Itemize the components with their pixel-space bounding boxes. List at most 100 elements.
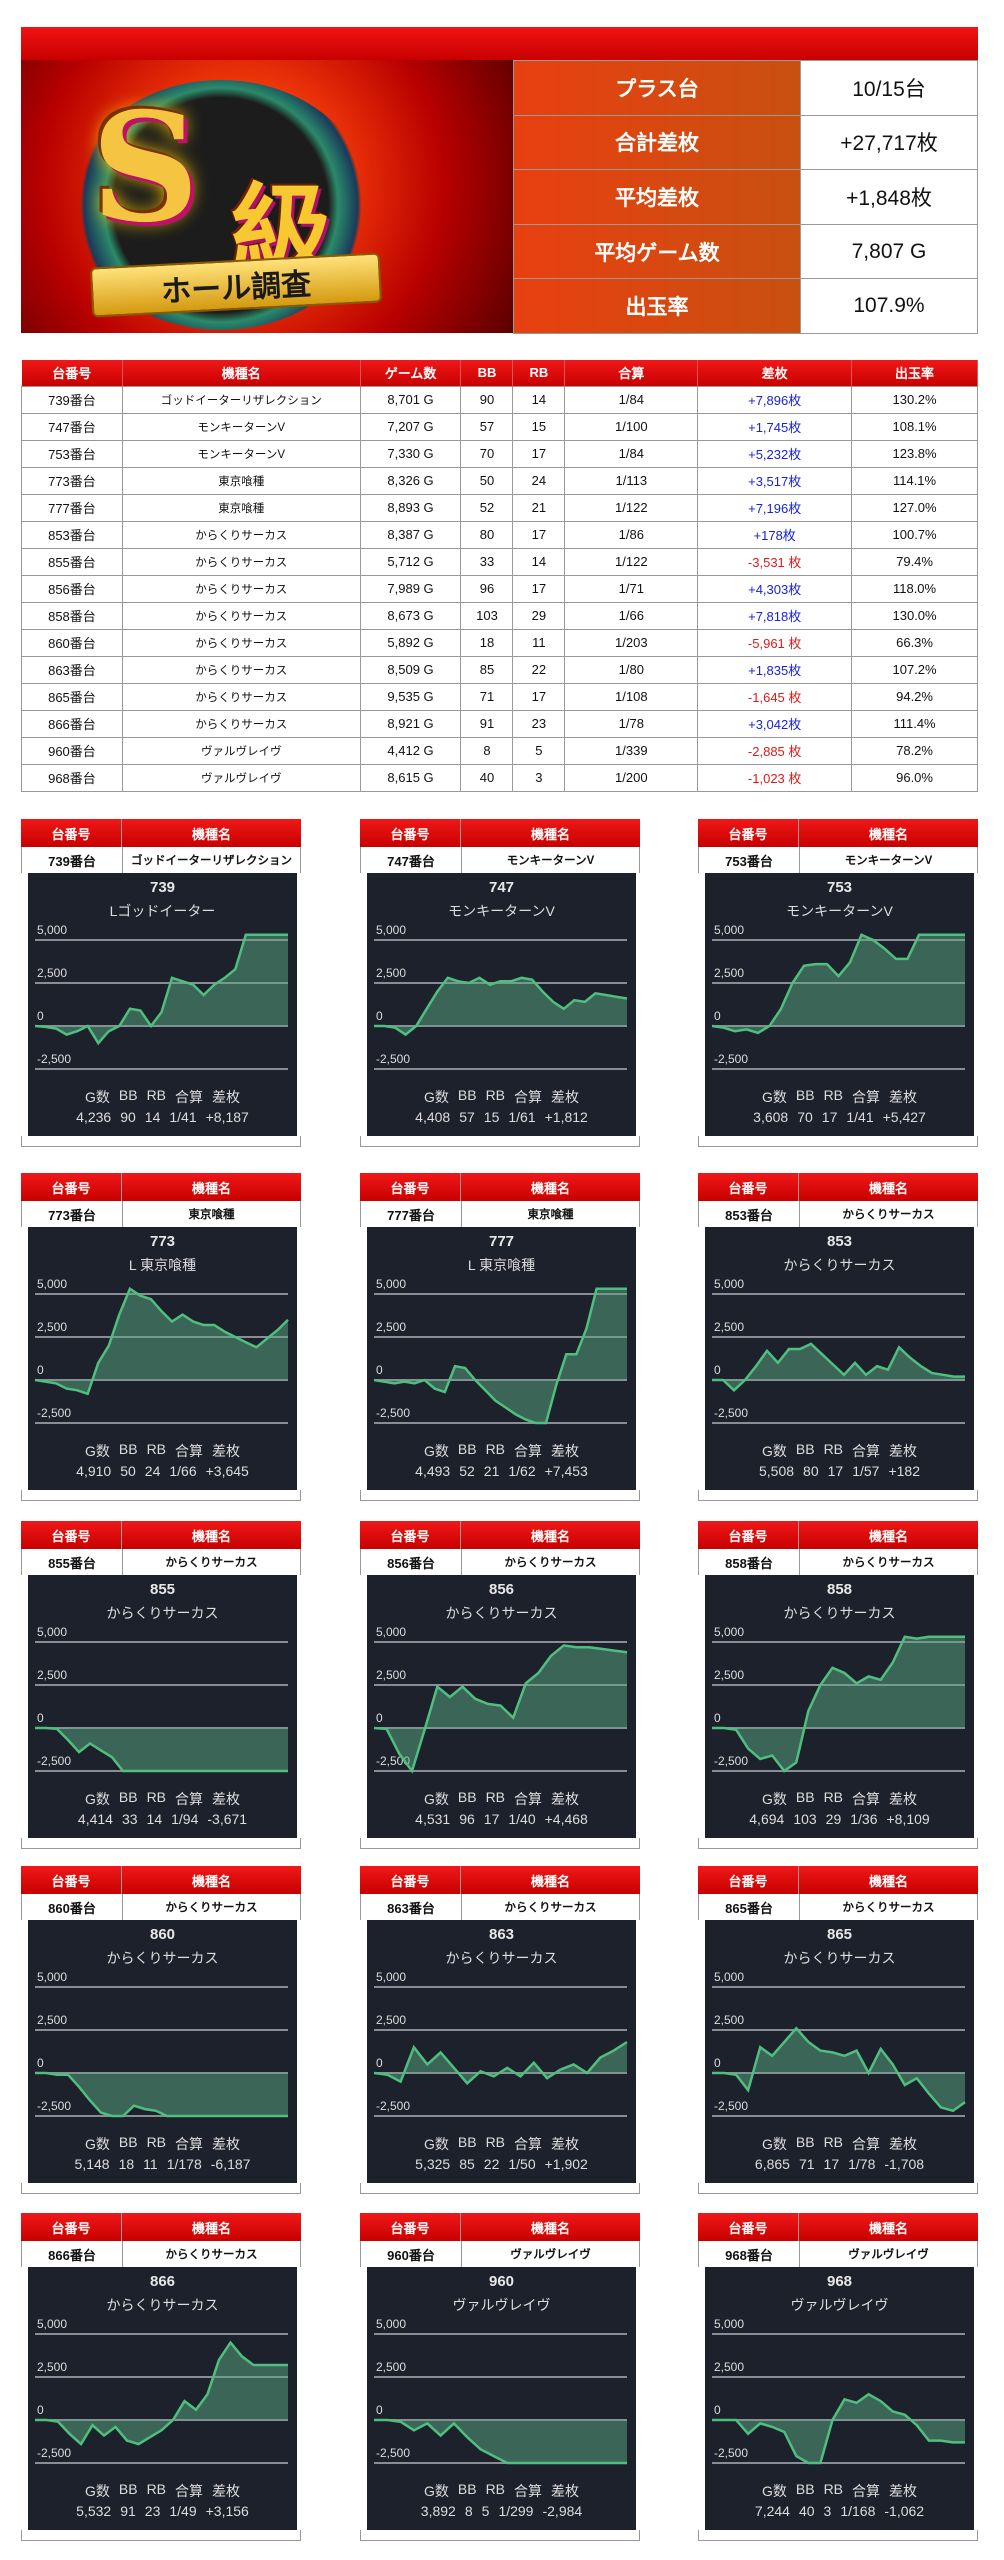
coin-difference: -5,961 枚	[697, 628, 853, 657]
stat-label: 差枚	[551, 1791, 580, 1807]
table-row: 739番台 ゴッドイーターリザレクション 8,701 G 90 14 1/84 +7,896…	[21, 385, 978, 414]
combined-rate: 1/84	[564, 385, 699, 414]
y-tick-label: 2,500	[376, 2013, 406, 2027]
chart-panel: 5,000 2,500 0 -2,500 866 からくりサーカス G数 BB RB 合算 差枚 5,…	[28, 2267, 297, 2530]
y-tick-label: 2,500	[376, 1668, 406, 1682]
stat-label: 差枚	[551, 1089, 580, 1105]
stats-labels: G数 BB RB 合算 差枚	[28, 2134, 297, 2154]
slump-graph: 5,000 2,500 0 -2,500	[34, 1277, 289, 1424]
payout-rate: 130.2%	[851, 385, 978, 414]
stat-label: 差枚	[889, 1089, 918, 1105]
model-name: ゴッドイーターリザレクション	[121, 385, 361, 414]
stat-label: G数	[423, 1443, 449, 1459]
card-machine-number: 739番台	[22, 847, 123, 873]
machine-card: 台番号 機種名 747番台 モンキーターンV 5,000 2,500 0 -2,500 747 モ…	[360, 819, 640, 1147]
stat-label: BB	[118, 1087, 138, 1103]
card-model-name: ゴッドイーターリザレクション	[131, 855, 292, 867]
summary-value: 107.9%	[800, 278, 978, 334]
y-tick-label: 0	[37, 1711, 44, 1725]
stat-label: BB	[795, 2134, 815, 2150]
stat-value: 1/41	[169, 1109, 197, 1125]
card-header: 台番号 機種名	[698, 819, 978, 847]
table-row: 865番台 からくりサーカス 9,535 G 71 17 1/108 -1,645 枚 94.…	[21, 682, 978, 711]
coin-difference: +3,042枚	[697, 709, 853, 738]
machine-number: 865番台	[21, 682, 123, 711]
stats-values: 4,910 50 24 1/66 +3,645	[28, 1463, 297, 1479]
series-area	[35, 934, 288, 1044]
rb-count: 17	[512, 682, 566, 711]
machine-number: 855番台	[21, 547, 123, 576]
series-line	[35, 2071, 288, 2118]
stat-label: 合算	[852, 1443, 881, 1459]
stat-label: 合算	[514, 2136, 543, 2152]
slump-graph: 5,000 2,500 0 -2,500	[34, 923, 288, 1070]
model-name: からくりサーカス	[121, 601, 361, 630]
stat-value: -3,671	[207, 1811, 248, 1827]
card-header-model: 機種名	[191, 1180, 231, 1196]
card-bottom-frame	[698, 2530, 978, 2541]
combined-rate: 1/78	[564, 709, 699, 738]
stat-label: 合算	[514, 1443, 543, 1459]
stat-value: +5,427	[882, 1109, 926, 1125]
card-bottom-frame	[698, 2183, 978, 2194]
stat-value: 4,408	[415, 1109, 451, 1125]
card-info-row: 968番台 ヴァルヴレイヴ	[698, 2241, 978, 2267]
card-header-number: 台番号	[21, 2213, 122, 2241]
slump-graph: 5,000 2,500 0 -2,500	[712, 1625, 965, 1773]
summary-label: 平均差枚	[513, 169, 801, 225]
stat-label: RB	[485, 1441, 506, 1457]
chart-panel: 5,000 2,500 0 -2,500 753 モンキーターンV G数 BB RB 合算 差枚 3,…	[705, 873, 974, 1136]
stats-labels: G数 BB RB 合算 差枚	[28, 1087, 297, 1107]
stat-value: 4,236	[76, 1109, 112, 1125]
y-tick-label: 2,500	[376, 1320, 406, 1334]
stats-labels: G数 BB RB 合算 差枚	[28, 1789, 297, 1809]
stat-value: 4,414	[77, 1811, 113, 1827]
bb-count: 8	[460, 736, 514, 765]
card-bottom-frame	[698, 1838, 978, 1849]
chart-title: 753	[826, 879, 853, 896]
stat-value: -1,708	[884, 2156, 925, 2172]
stat-label: G数	[84, 1089, 110, 1105]
y-tick-label: 5,000	[714, 1277, 744, 1291]
machine-number: 747番台	[21, 412, 123, 441]
card-header: 台番号 機種名	[360, 1173, 640, 1201]
stat-label: BB	[795, 1087, 815, 1103]
y-tick-label: 5,000	[37, 2317, 67, 2331]
y-tick-label: 5,000	[376, 1277, 406, 1291]
stats-values: 5,532 91 23 1/49 +3,156	[28, 2503, 297, 2519]
bb-count: 96	[460, 574, 514, 603]
machine-card: 台番号 機種名 865番台 からくりサーカス 5,000 2,500 0 -2,500 865 か…	[698, 1866, 978, 2194]
stat-label: 合算	[175, 2483, 204, 2499]
combined-rate: 1/122	[564, 547, 699, 576]
card-info-row: 856番台 からくりサーカス	[360, 1549, 640, 1575]
stat-label: RB	[823, 2481, 844, 2497]
combined-rate: 1/80	[564, 655, 699, 684]
stats-labels: G数 BB RB 合算 差枚	[367, 1087, 636, 1107]
card-machine-number: 773番台	[22, 1201, 123, 1227]
stat-label: G数	[84, 1791, 110, 1807]
payout-rate: 79.4%	[851, 547, 978, 576]
y-tick-label: 2,500	[714, 2013, 744, 2027]
rb-count: 14	[512, 547, 566, 576]
slump-graph: 5,000 2,500 0 -2,500	[712, 2317, 965, 2465]
stat-label: 差枚	[551, 2483, 580, 2499]
summary-table: プラス台 10/15台 合計差枚 +27,717枚 平均差枚 +1,848枚 平均ゲーム数 7…	[513, 60, 978, 334]
stat-value: 14	[146, 1811, 163, 1827]
stat-label: 差枚	[212, 2136, 241, 2152]
stat-value: 3	[823, 2503, 832, 2519]
card-model-name: 東京喰種	[188, 1209, 235, 1221]
card-bottom-frame	[21, 2183, 301, 2194]
series-line	[712, 1635, 965, 1773]
card-header-number: 台番号	[21, 1173, 122, 1201]
stat-label: RB	[146, 1789, 167, 1805]
game-count: 7,330 G	[359, 439, 462, 468]
stats-values: 6,865 71 17 1/78 -1,708	[705, 2156, 974, 2172]
stat-label: 合算	[852, 1791, 881, 1807]
stat-label: BB	[457, 1441, 477, 1457]
bb-count: 80	[460, 520, 514, 549]
coin-difference: +4,303枚	[697, 574, 853, 603]
stat-value: +3,156	[205, 2503, 249, 2519]
coin-difference: +7,896枚	[697, 385, 853, 414]
summary-row: プラス台 10/15台	[513, 60, 978, 116]
bb-count: 18	[460, 628, 514, 657]
